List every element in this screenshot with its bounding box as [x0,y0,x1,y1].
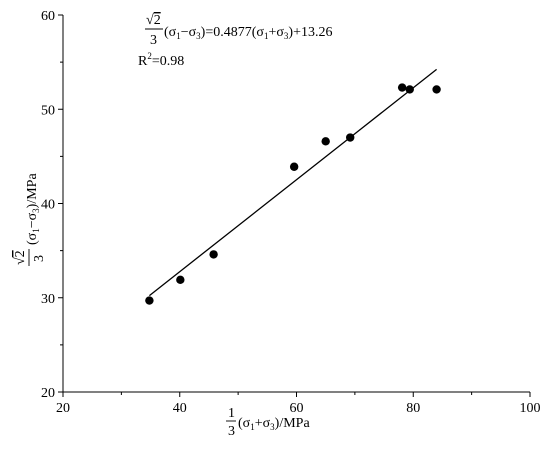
y-tick-label: 30 [41,292,55,307]
equation-sqrt2-value: 2 [154,13,161,28]
fit-line [148,68,438,297]
y-label-sqrt2: √2 [13,250,28,265]
data-point [432,85,441,94]
x-tick-label: 40 [173,401,187,416]
y-tick-label: 60 [41,9,55,24]
x-axis-label: 1 3 (σ1+σ3)/MPa [226,406,310,439]
data-point [346,133,355,142]
data-point [405,85,414,94]
data-point [209,250,218,259]
data-points [145,83,441,305]
x-tick-label: 80 [406,401,420,416]
plot-area: 20 40 60 80 100 20 30 40 50 60 [41,9,541,416]
equation-denominator: 3 [150,33,157,48]
x-tick-label: 60 [290,401,304,416]
y-tick-label: 40 [41,198,55,213]
y-axis-label: √2 3 (σ1−σ3)/MPa [13,173,47,266]
equation-sqrt2: √2 [146,13,161,28]
x-label-text: (σ1+σ3)/MPa [238,416,310,432]
data-point [397,83,407,92]
equation-text: (σ1−σ3)=0.4877(σ1+σ3)+13.26 [164,25,332,41]
data-point [321,137,330,146]
x-label-denominator: 3 [228,424,235,439]
y-label-text: (σ1−σ3)/MPa [25,173,41,245]
data-point [145,296,154,305]
r-squared: R2=0.98 [138,51,184,69]
data-point [176,275,185,285]
y-axis-ticks: 20 30 40 50 60 [41,9,63,401]
y-label-denominator: 3 [32,255,47,262]
x-tick-label: 20 [56,401,70,416]
data-point [289,162,299,171]
y-tick-label: 20 [41,386,55,401]
y-tick-label: 50 [41,103,55,118]
x-label-numerator: 1 [228,406,235,421]
x-axis-ticks: 20 40 60 80 100 [56,392,541,416]
x-tick-label: 100 [520,401,541,416]
fit-equation: √2 3 (σ1−σ3)=0.4877(σ1+σ3)+13.26 R2=0.98 [138,13,332,69]
